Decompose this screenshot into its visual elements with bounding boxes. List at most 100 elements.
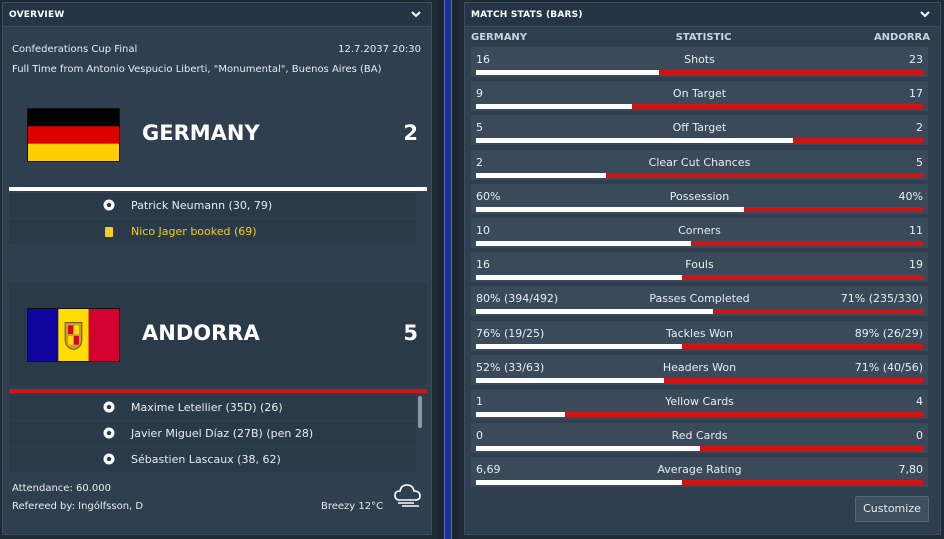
stat-name: Off Target [672, 121, 727, 135]
stat-home-value: 9 [476, 87, 483, 101]
stat-bar-away [476, 377, 923, 383]
team-score: 2 [403, 121, 418, 145]
stat-row[interactable]: 80% (394/492) Passes Completed 71% (235/33… [471, 286, 928, 317]
stat-name: Tackles Won [665, 326, 734, 340]
stat-away-value: 0 [916, 429, 923, 443]
stat-bar-home [476, 70, 660, 75]
stat-row[interactable]: 52% (33/63) Headers Won 71% (40/56) [471, 354, 928, 385]
column-header-away: ANDORRA [873, 32, 930, 43]
stat-row[interactable]: 2 Clear Cut Chances 5 [471, 149, 928, 180]
stat-row[interactable]: 9 On Target 17 [471, 81, 928, 112]
event-text: Nico Jager booked (69) [131, 225, 257, 238]
event-text: Maxime Letellier (35D) (26) [131, 401, 283, 414]
stat-bar-away [476, 172, 923, 178]
list-item[interactable]: Patrick Neumann (30, 79) [9, 193, 416, 218]
team-row-andorra[interactable]: ANDORRA 5 [9, 283, 427, 385]
event-text: Javier Miguel Díaz (27B) (pen 28) [131, 427, 314, 440]
stat-bar-home [476, 241, 691, 246]
stat-row[interactable]: 16 Shots 23 [471, 47, 928, 77]
stat-bar-home [476, 275, 682, 281]
stat-bar-home [476, 104, 633, 110]
stat-bar-away [476, 275, 923, 281]
list-item[interactable]: Maxime Letellier (35D) (26) [9, 395, 416, 420]
stat-home-value: 5 [476, 121, 483, 135]
stat-away-value: 40% [898, 189, 923, 203]
stat-home-value: 1 [476, 395, 483, 408]
stat-bar-home [476, 343, 682, 349]
stat-row[interactable]: 1 Yellow Cards 4 [471, 389, 928, 419]
team-row-germany[interactable]: GERMANY 2 [9, 83, 427, 185]
stat-row[interactable]: 76% (19/25) Tackles Won 89% (26/29) [471, 320, 928, 351]
stat-bar-away [476, 104, 923, 110]
football-icon [103, 427, 115, 439]
stat-name: Possession [669, 189, 730, 203]
attendance: Attendance: 60.000 [12, 483, 111, 494]
list-item[interactable]: Javier Miguel Díaz (27B) (pen 28) [9, 421, 416, 446]
stat-name: Corners [678, 224, 721, 237]
stat-bar-home [476, 172, 606, 178]
events-scrollbar[interactable] [418, 396, 422, 428]
team-name[interactable]: GERMANY [142, 121, 260, 145]
stat-bar-home [476, 446, 700, 452]
event-text: Sébastien Lascaux (38, 62) [131, 453, 281, 466]
football-icon [103, 401, 115, 413]
stat-home-value: 10 [476, 224, 490, 237]
team-color-line [9, 389, 427, 393]
stat-home-value: 16 [476, 53, 490, 66]
team-score: 5 [403, 321, 418, 345]
event-text: Patrick Neumann (30, 79) [131, 199, 273, 212]
stat-away-value: 71% (235/330) [840, 292, 923, 306]
stat-name: Red Cards [671, 429, 728, 443]
stat-row[interactable]: 0 Red Cards 0 [471, 423, 928, 454]
stat-row[interactable]: 60% Possession 40% [471, 183, 928, 214]
stat-home-value: 16 [476, 258, 490, 272]
stat-bar-away [476, 446, 923, 452]
customize-button[interactable]: Customize [855, 496, 929, 522]
stat-home-value: 2 [476, 155, 483, 169]
stat-away-value: 71% (40/56) [854, 360, 923, 374]
stat-row[interactable]: 10 Corners 11 [471, 218, 928, 248]
team-color-line [9, 187, 427, 191]
stat-bar-away [476, 206, 923, 212]
stat-away-value: 23 [909, 53, 923, 66]
stat-home-value: 76% (19/25) [476, 326, 545, 340]
football-icon [103, 199, 115, 211]
stat-away-value: 17 [909, 87, 923, 101]
list-item[interactable]: Sébastien Lascaux (38, 62) [9, 447, 416, 472]
stat-away-value: 4 [916, 395, 923, 408]
stat-name: Average Rating [657, 463, 742, 477]
stat-home-value: 80% (394/492) [476, 292, 559, 306]
stat-bar-away [476, 480, 923, 486]
stat-away-value: 5 [916, 155, 923, 169]
team-name[interactable]: ANDORRA [142, 321, 260, 345]
stat-away-value: 7,80 [898, 463, 924, 477]
football-icon [103, 453, 115, 465]
stat-away-value: 19 [909, 258, 923, 272]
stat-name: Fouls [685, 258, 714, 272]
stat-bar-away [476, 309, 923, 315]
stat-bar-away [476, 343, 923, 349]
stat-bar-away [476, 241, 923, 246]
stat-name: Shots [684, 53, 715, 66]
overview-panel: OVERVIEW Confederations Cup Final 12.7.2… [2, 2, 432, 535]
stat-bar-home [476, 377, 664, 383]
stat-row[interactable]: 16 Fouls 19 [471, 252, 928, 283]
stat-home-value: 52% (33/63) [476, 360, 545, 374]
chevron-down-icon[interactable] [409, 7, 423, 21]
cloud-wind-icon [394, 484, 421, 507]
stat-away-value: 11 [909, 224, 923, 237]
stat-row[interactable]: 5 Off Target 2 [471, 115, 928, 146]
match-stats-title: MATCH STATS (BARS) [471, 10, 583, 20]
chevron-down-icon[interactable] [918, 7, 932, 21]
stat-away-value: 89% (26/29) [854, 326, 923, 340]
list-item[interactable]: Nico Jager booked (69) [9, 219, 416, 244]
stat-bar-home [476, 412, 566, 417]
stat-name: Passes Completed [649, 292, 750, 306]
match-datetime: 12.7.2037 20:30 [338, 44, 421, 55]
stat-row[interactable]: 6,69 Average Rating 7,80 [471, 457, 928, 488]
stat-away-value: 2 [916, 121, 923, 135]
weather-text: Breezy 12°C [321, 501, 384, 512]
stat-bar-home [476, 480, 682, 486]
stat-home-value: 0 [476, 429, 483, 443]
stat-name: Headers Won [662, 360, 737, 374]
